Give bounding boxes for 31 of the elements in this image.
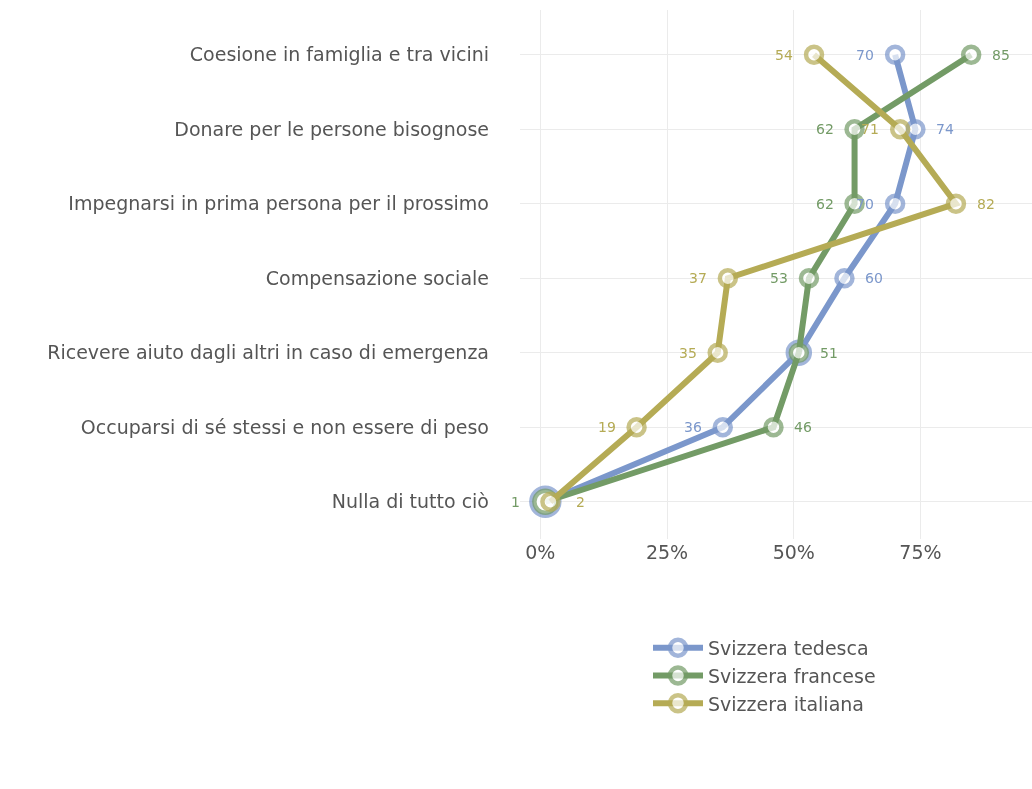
data-label: 1	[511, 494, 520, 510]
data-label: 70	[856, 47, 874, 63]
data-label: 37	[689, 270, 707, 286]
y-tick-label: Nulla di tutto ciò	[331, 490, 489, 513]
data-label: 74	[936, 121, 954, 137]
data-label: 35	[679, 345, 697, 361]
y-tick-label: Compensazione sociale	[265, 266, 489, 289]
data-label: 62	[816, 196, 834, 212]
data-label: 62	[816, 121, 834, 137]
legend-label: Svizzera italiana	[708, 692, 864, 715]
y-tick-label: Impegnarsi in prima persona per il prossimo	[68, 192, 489, 215]
data-label: 46	[794, 419, 812, 435]
data-label: 54	[775, 47, 793, 63]
y-tick-label: Donare per le persone bisognose	[174, 117, 489, 140]
y-tick-label: Coesione in famiglia e tra vicini	[189, 43, 489, 66]
x-tick-label: 75%	[899, 541, 942, 563]
data-label: 53	[770, 270, 788, 286]
data-label: 85	[992, 47, 1010, 63]
x-tick-label: 0%	[525, 541, 556, 563]
y-tick-label: Ricevere aiuto dagli altri in caso di emergenza	[47, 341, 489, 364]
data-label: 51	[820, 345, 838, 361]
data-label: 2	[576, 494, 585, 510]
legend-label: Svizzera francese	[708, 664, 876, 687]
data-label: 36	[684, 419, 702, 435]
data-label: 82	[977, 196, 995, 212]
x-tick-label: 25%	[645, 541, 689, 563]
data-label: 19	[598, 419, 616, 435]
data-label: 60	[865, 270, 883, 286]
y-tick-label: Occuparsi di sé stessi e non essere di peso	[80, 415, 489, 438]
legend-label: Svizzera tedesca	[708, 637, 869, 660]
x-tick-label: 50%	[772, 541, 815, 563]
